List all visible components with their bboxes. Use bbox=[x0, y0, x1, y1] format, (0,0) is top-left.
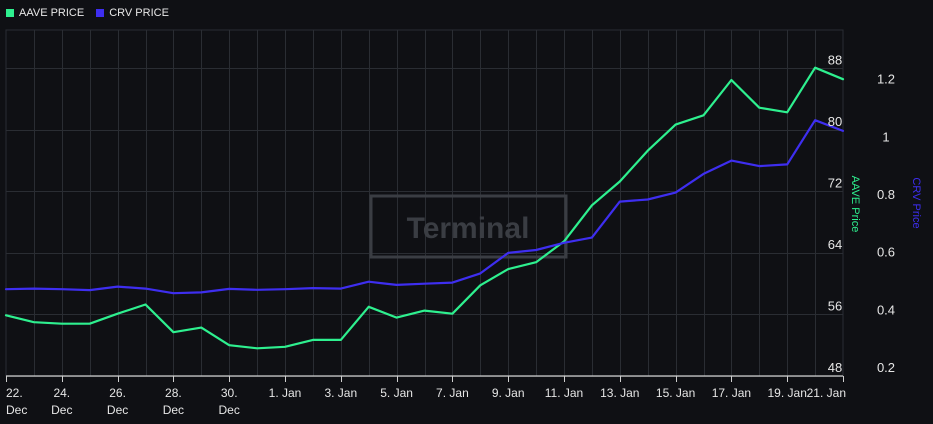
legend-item-aave[interactable]: AAVE PRICE bbox=[6, 7, 84, 19]
series-group bbox=[4, 66, 845, 350]
x-tick-label: 19. Jan bbox=[768, 386, 807, 400]
x-tick-label: 11. Jan bbox=[545, 386, 583, 400]
x-tick-label: 22. bbox=[6, 386, 23, 400]
y-left-tick-label: 48 bbox=[828, 360, 842, 375]
x-tick-label: 3. Jan bbox=[324, 386, 357, 400]
x-tick-label: 24. bbox=[53, 386, 70, 400]
grid bbox=[5, 29, 844, 377]
x-tick-label: 21. Jan bbox=[807, 386, 846, 400]
x-tick-label: 15. Jan bbox=[656, 386, 695, 400]
y-left-tick-label: 88 bbox=[828, 52, 842, 67]
legend-label-aave: AAVE PRICE bbox=[19, 7, 85, 19]
y-axis-left-title: AAVE Price bbox=[849, 176, 861, 233]
legend: AAVE PRICE CRV PRICE bbox=[6, 6, 169, 20]
y-right-tick-label: 1 bbox=[882, 129, 889, 144]
y-left-tick-label: 80 bbox=[828, 114, 842, 129]
y-right-tick-label: 0.2 bbox=[877, 360, 895, 375]
legend-swatch-aave bbox=[6, 9, 14, 17]
x-tick-label: 5. Jan bbox=[380, 386, 413, 400]
series-line-aave bbox=[4, 66, 845, 350]
y-left-tick-label: 72 bbox=[828, 175, 842, 190]
watermark: Terminal bbox=[369, 194, 568, 259]
x-tick-label-second-line: Dec bbox=[163, 403, 184, 417]
y-left-tick-label: 56 bbox=[828, 298, 842, 313]
legend-swatch-crv bbox=[96, 9, 105, 17]
x-tick-label-second-line: Dec bbox=[6, 403, 27, 417]
y-right-tick-label: 0.6 bbox=[877, 245, 895, 260]
y-left-tick-label: 64 bbox=[828, 237, 842, 252]
x-tick-label: 17. Jan bbox=[712, 386, 751, 400]
x-tick-label: 26. bbox=[109, 386, 126, 400]
x-tick-label: 28. bbox=[165, 386, 182, 400]
watermark-frame bbox=[369, 194, 568, 259]
legend-item-crv[interactable]: CRV PRICE bbox=[96, 7, 169, 19]
x-tick-label: 7. Jan bbox=[436, 386, 469, 400]
y-right-tick-label: 1.2 bbox=[877, 72, 895, 87]
x-tick-label-second-line: Dec bbox=[219, 403, 240, 417]
y-right-tick-label: 0.4 bbox=[877, 302, 895, 317]
y-axis-right-ticks: 0.2 0.4 0.6 0.8 1 1.2 bbox=[877, 72, 895, 375]
plot-frame bbox=[5, 29, 844, 377]
x-tick-label: 1. Jan bbox=[269, 386, 302, 400]
y-right-tick-label: 0.8 bbox=[877, 187, 895, 202]
x-axis-ticks: 22. Dec 24. Dec 26. Dec 28. Dec 30. Dec 1. Jan 3. J… bbox=[6, 376, 846, 417]
x-tick-label-second-line: Dec bbox=[51, 403, 72, 417]
y-axis-left-ticks: 48 56 64 72 80 88 bbox=[828, 52, 842, 375]
series-line-crv bbox=[4, 119, 845, 295]
x-tick-label: 13. Jan bbox=[600, 386, 639, 400]
x-tick-label-second-line: Dec bbox=[107, 403, 128, 417]
watermark-text: Terminal bbox=[407, 212, 530, 245]
y-axis-right-title: CRV Price bbox=[910, 177, 922, 228]
x-tick-label: 9. Jan bbox=[492, 386, 525, 400]
legend-label-crv: CRV PRICE bbox=[109, 7, 169, 19]
x-tick-label: 30. bbox=[221, 386, 238, 400]
